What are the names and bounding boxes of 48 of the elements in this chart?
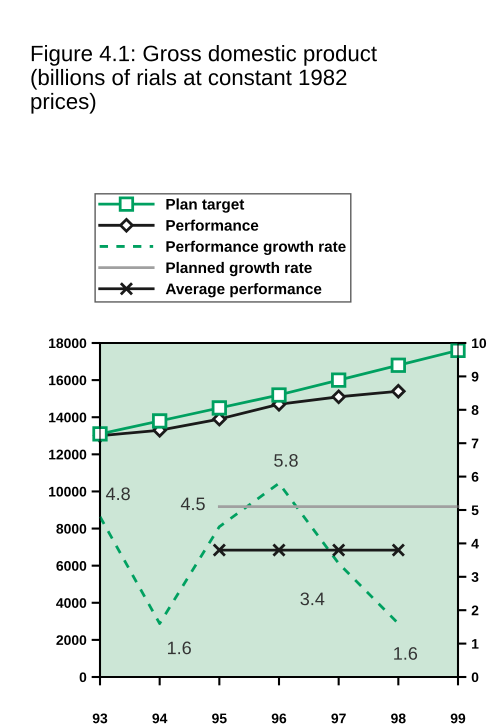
y2-tick-label: 2	[472, 606, 478, 616]
legend-label: Performance growth rate	[166, 240, 346, 256]
point	[390, 358, 406, 373]
y-tick-label: 10000	[49, 486, 86, 497]
data-label: 1.6	[394, 647, 418, 660]
data-label: 4.5	[180, 498, 205, 510]
point	[271, 387, 287, 403]
point	[152, 413, 168, 429]
y2-tick-label: 10	[472, 338, 486, 348]
y-tick-label: 18000	[49, 338, 86, 348]
line-series	[98, 482, 400, 625]
y2-tick-label: 0	[472, 672, 478, 682]
x-tick-label: 97	[331, 713, 346, 724]
y2-tick-label: 3	[472, 572, 478, 582]
y-tick-label: 14000	[49, 412, 86, 422]
x-tick-label: 95	[212, 713, 227, 724]
point	[331, 372, 346, 388]
x-tick-label: 94	[152, 713, 168, 724]
y-tick-label: 4000	[56, 598, 86, 608]
point	[331, 390, 346, 404]
legend-label: Plan target	[166, 198, 244, 213]
x-tick-label: 96	[272, 713, 286, 724]
point	[391, 384, 406, 399]
chart-title: Figure 4.1: Gross domestic product (billions of rials at constant 1982 prices)	[31, 45, 377, 114]
y2-tick-label: 8	[472, 405, 478, 415]
y2-tick-label: 1	[472, 639, 479, 649]
x-tick-label: 99	[450, 713, 466, 724]
legend-label: Performance	[166, 220, 258, 231]
data-label: 1.6	[168, 642, 191, 654]
legend-label: Planned growth rate	[166, 262, 312, 276]
y-tick-label: 16000	[49, 375, 86, 386]
y-tick-label: 6000	[56, 561, 86, 571]
y-tick-label: 0	[80, 672, 86, 682]
data-label: 5.8	[274, 454, 298, 467]
data-label: 3.4	[300, 592, 324, 606]
y-tick-label: 12000	[49, 450, 86, 460]
y2-tick-label: 5	[472, 505, 479, 516]
y-tick-label: 2000	[56, 635, 86, 646]
y-tick-label: 8000	[56, 524, 86, 534]
data-label: 4.8	[106, 487, 130, 500]
x-tick-label: 98	[391, 713, 406, 724]
legend-label: Average performance	[166, 283, 322, 298]
y2-tick-label: 9	[472, 372, 478, 382]
x-tick-label: 93	[92, 713, 108, 724]
point	[212, 400, 227, 416]
y2-tick-label: 7	[472, 438, 478, 448]
y2-tick-label: 4	[471, 538, 479, 548]
y2-tick-label: 6	[472, 472, 478, 482]
